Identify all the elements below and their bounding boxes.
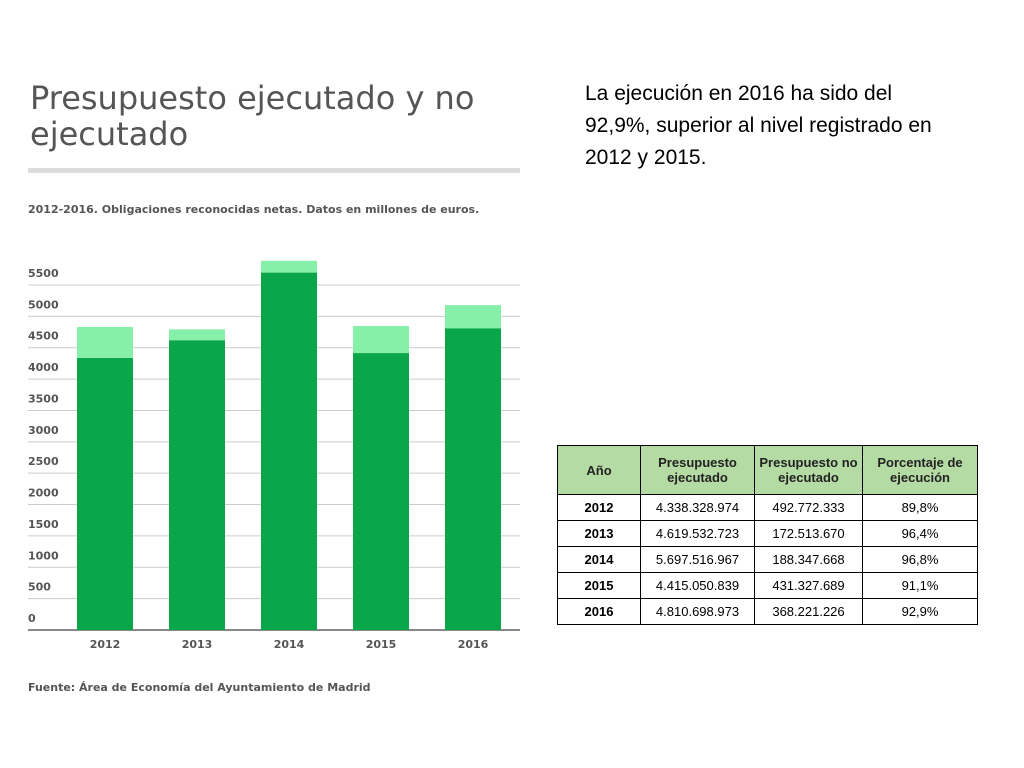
header-cell: Presupuesto ejecutado — [640, 445, 755, 495]
x-tick-label: 2015 — [366, 638, 397, 651]
table-cell: 96,4% — [862, 520, 978, 547]
table-body: 2012 4.338.328.974 492.772.333 89,8% 2013 4.6… — [557, 494, 978, 625]
chart-source: Fuente: Área de Economía del Ayuntamient… — [28, 681, 371, 694]
table-cell: 96,8% — [862, 546, 978, 573]
y-tick-label: 2500 — [28, 455, 59, 468]
table-cell: 492.772.333 — [754, 494, 863, 521]
table-cell: 431.327.689 — [754, 572, 863, 599]
table-cell: 2015 — [557, 572, 641, 599]
table-row: 2016 4.810.698.973 368.221.226 92,9% — [557, 598, 978, 625]
table-cell: 188.347.668 — [754, 546, 863, 573]
table-cell: 172.513.670 — [754, 520, 863, 547]
table-cell: 4.619.532.723 — [640, 520, 755, 547]
y-tick-label: 5500 — [28, 267, 59, 280]
table-cell: 4.415.050.839 — [640, 572, 755, 599]
y-tick-label: 4000 — [28, 361, 59, 374]
table-cell: 5.697.516.967 — [640, 546, 755, 573]
table-cell: 4.338.328.974 — [640, 494, 755, 521]
table-cell: 368.221.226 — [754, 598, 863, 625]
table-cell: 89,8% — [862, 494, 978, 521]
y-tick-label: 500 — [28, 581, 51, 594]
chart-subtitle: 2012-2016. Obligaciones reconocidas neta… — [28, 203, 479, 216]
bar-segment — [261, 272, 317, 630]
table-cell: 92,9% — [862, 598, 978, 625]
x-tick-label: 2012 — [90, 638, 121, 651]
table-cell: 2014 — [557, 546, 641, 573]
y-tick-label: 5000 — [28, 298, 59, 311]
x-tick-label: 2016 — [458, 638, 489, 651]
y-tick-label: 3000 — [28, 424, 59, 437]
bar-segment — [77, 326, 133, 358]
table-cell: 2013 — [557, 520, 641, 547]
table-row: 2015 4.415.050.839 431.327.689 91,1% — [557, 572, 978, 599]
bar-segment — [169, 329, 225, 341]
bar-segment — [353, 353, 409, 630]
y-tick-label: 1000 — [28, 549, 59, 562]
y-tick-label: 4500 — [28, 330, 59, 343]
table-cell: 2012 — [557, 494, 641, 521]
chart-title: Presupuesto ejecutado y no ejecutado — [30, 79, 475, 153]
bar-segment — [353, 326, 409, 354]
y-tick-label: 2000 — [28, 487, 59, 500]
table-cell: 2016 — [557, 598, 641, 625]
table-row: 2012 4.338.328.974 492.772.333 89,8% — [557, 494, 978, 521]
header-cell: Porcentaje de ejecución — [862, 445, 978, 495]
table-row: 2013 4.619.532.723 172.513.670 96,4% — [557, 520, 978, 547]
bar-segment — [445, 305, 501, 329]
bar-segment — [445, 328, 501, 630]
table-cell: 4.810.698.973 — [640, 598, 755, 625]
header-cell: Presupuesto no ejecutado — [754, 445, 863, 495]
table-row: 2014 5.697.516.967 188.347.668 96,8% — [557, 546, 978, 573]
y-tick-label: 3500 — [28, 392, 59, 405]
title-rule — [28, 168, 520, 173]
table-cell: 91,1% — [862, 572, 978, 599]
bar-segment — [261, 260, 317, 273]
y-tick-label: 1500 — [28, 518, 59, 531]
x-tick-label: 2014 — [274, 638, 305, 651]
bar-segment — [169, 340, 225, 630]
header-cell: Año — [557, 445, 641, 495]
note: La ejecución en 2016 ha sido del 92,9%, … — [585, 82, 932, 169]
x-tick-label: 2013 — [182, 638, 213, 651]
bar-segment — [77, 357, 133, 630]
header-row: Año Presupuesto ejecutado Presupuesto no e… — [557, 445, 978, 495]
y-tick-label: 0 — [28, 612, 36, 625]
data-table: Año Presupuesto ejecutado Presupuesto no e… — [557, 445, 978, 625]
